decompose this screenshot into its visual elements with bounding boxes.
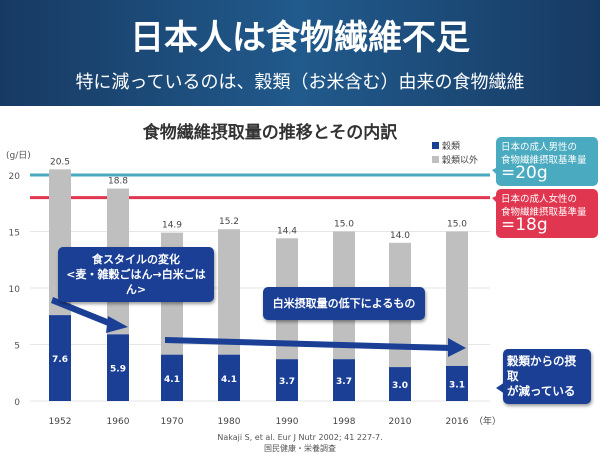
cereal-value-label: 7.6: [52, 355, 68, 365]
ref-text: 日本の成人男性の: [501, 142, 578, 153]
x-tick-label: 1952: [49, 417, 72, 427]
cereal-value-label: 4.1: [221, 375, 237, 385]
x-tick-label: 1998: [333, 417, 356, 427]
total-value-label: 18.8: [108, 177, 128, 187]
chart-title: 食物繊維摂取量の推移とその内訳: [142, 123, 398, 143]
callout-text: 食スタイルの変化: [92, 253, 180, 266]
cereal-value-label: 3.0: [392, 381, 408, 391]
ref-text: 日本の成人女性の: [501, 194, 578, 205]
female-reference-label: 日本の成人女性の 食物繊維摂取基準量 =18g: [496, 189, 598, 238]
y-tick-label: 5: [14, 342, 20, 352]
header-banner: 日本人は食物繊維不足 特に減っているのは、穀類（お米含む）由来の食物繊維: [0, 0, 600, 106]
male-reference-label: 日本の成人男性の 食物繊維摂取基準量 =20g: [496, 137, 598, 186]
callout-rice-decline: 白米摂取量の低下によるもの: [263, 287, 425, 320]
source-line: Nakaji S, et al. Eur J Nutr 2002; 41 227…: [217, 433, 383, 442]
trend-arrow-head: [106, 316, 128, 333]
y-tick-label: 15: [9, 229, 20, 239]
main-title: 日本人は食物繊維不足: [130, 18, 470, 58]
total-value-label: 20.5: [50, 157, 70, 167]
total-value-label: 15.0: [334, 220, 354, 230]
legend-cereal: 穀類: [432, 139, 460, 152]
x-tick-label: 1970: [161, 417, 184, 427]
bar-cereal: [218, 354, 240, 401]
x-tick-label: 1960: [107, 417, 130, 427]
callout-text: が減っている: [507, 384, 576, 398]
ref-value: =20g: [501, 163, 548, 183]
total-value-label: 14.0: [390, 231, 410, 241]
legend-other: 穀類以外: [432, 153, 478, 166]
trend-arrow-head: [448, 338, 466, 357]
bar-other: [218, 229, 240, 355]
x-tick-label: 2010: [389, 417, 412, 427]
total-value-label: 15.2: [219, 217, 239, 227]
bar-cereal: [389, 367, 411, 401]
callout-text: 白米摂取量の低下によるもの: [272, 297, 416, 310]
cereal-value-label: 3.7: [336, 377, 352, 387]
total-value-label: 14.9: [162, 221, 182, 231]
x-axis-unit: （年）: [474, 415, 501, 427]
cereal-value-label: 3.7: [279, 377, 295, 387]
x-tick-label: 2016: [446, 417, 469, 427]
cereal-value-label: 4.1: [164, 375, 180, 385]
callout-cereal-decrease: 穀類からの摂取 が減っている: [503, 349, 591, 404]
source-line: 国民健康・栄養調査: [264, 444, 336, 453]
bar-cereal: [49, 315, 71, 401]
y-tick-label: 10: [9, 285, 21, 295]
y-tick-label: 0: [14, 398, 20, 408]
ref-value: =18g: [501, 215, 548, 235]
callout-text: 穀類からの摂取: [507, 354, 576, 383]
total-value-label: 14.4: [277, 226, 297, 236]
x-tick-label: 1980: [218, 417, 241, 427]
callout-diet-change: 食スタイルの変化 <麦・雑穀ごはん→白米ごはん>: [58, 247, 214, 302]
bar-cereal: [446, 365, 468, 401]
bar-cereal: [161, 354, 183, 401]
callout-pointer: [496, 382, 505, 394]
trend-arrow: [165, 337, 450, 351]
bar-cereal: [107, 334, 129, 401]
y-axis-label: (g/日): [6, 150, 31, 161]
total-value-label: 15.0: [447, 220, 467, 230]
ref-text: 食物繊維摂取基準量: [501, 207, 587, 218]
ref-text: 食物繊維摂取基準量: [501, 155, 587, 166]
legend-label: 穀類: [442, 142, 461, 152]
bar-cereal: [276, 359, 298, 401]
trend-arrow: [51, 297, 110, 326]
source-citation: Nakaji S, et al. Eur J Nutr 2002; 41 227…: [0, 432, 600, 454]
bar-cereal: [333, 359, 355, 401]
x-tick-label: 1990: [276, 417, 299, 427]
cereal-value-label: 3.1: [449, 380, 465, 390]
legend-label: 穀類以外: [442, 156, 479, 166]
bar-other: [446, 231, 468, 366]
y-tick-label: 20: [9, 172, 21, 182]
cereal-value-label: 5.9: [110, 365, 126, 375]
subtitle: 特に減っているのは、穀類（お米含む）由来の食物繊維: [75, 72, 525, 93]
callout-text: <麦・雑穀ごはん→白米ごはん>: [66, 268, 206, 296]
